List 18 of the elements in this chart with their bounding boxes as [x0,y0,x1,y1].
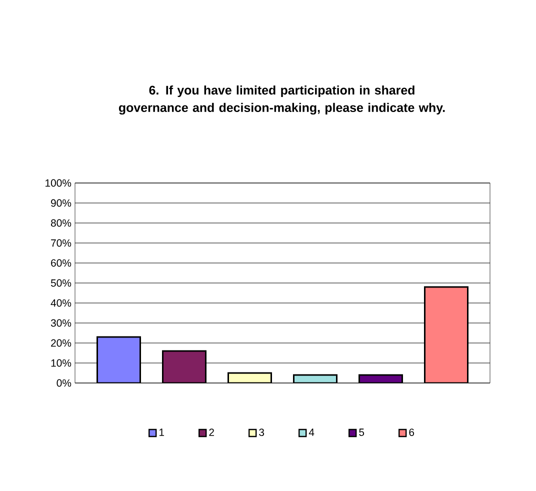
y-tick-label: 40% [50,299,72,307]
legend-label: 5 [359,428,364,436]
legend-label: 6 [409,428,414,436]
y-tick-label: 10% [51,359,72,367]
y-tick-label: 80% [50,219,72,227]
legend-label: 3 [259,428,264,436]
legend-label: 2 [209,428,214,436]
y-tick-label: 50% [50,279,72,287]
legend-label: 1 [159,428,164,436]
y-tick-label: 100% [46,179,72,187]
y-tick-label: 30% [50,319,72,327]
legend-label: 4 [308,428,314,436]
y-tick-label: 90% [51,199,72,207]
y-tick-label: 20% [51,339,72,347]
y-tick-label: 60% [51,259,72,267]
chart-title: 6. If you have limited participation in shared governance and decision-making, please indicate why. [118,85,445,115]
y-tick-label: 70% [51,239,72,247]
y-tick-label: 0% [56,379,72,387]
